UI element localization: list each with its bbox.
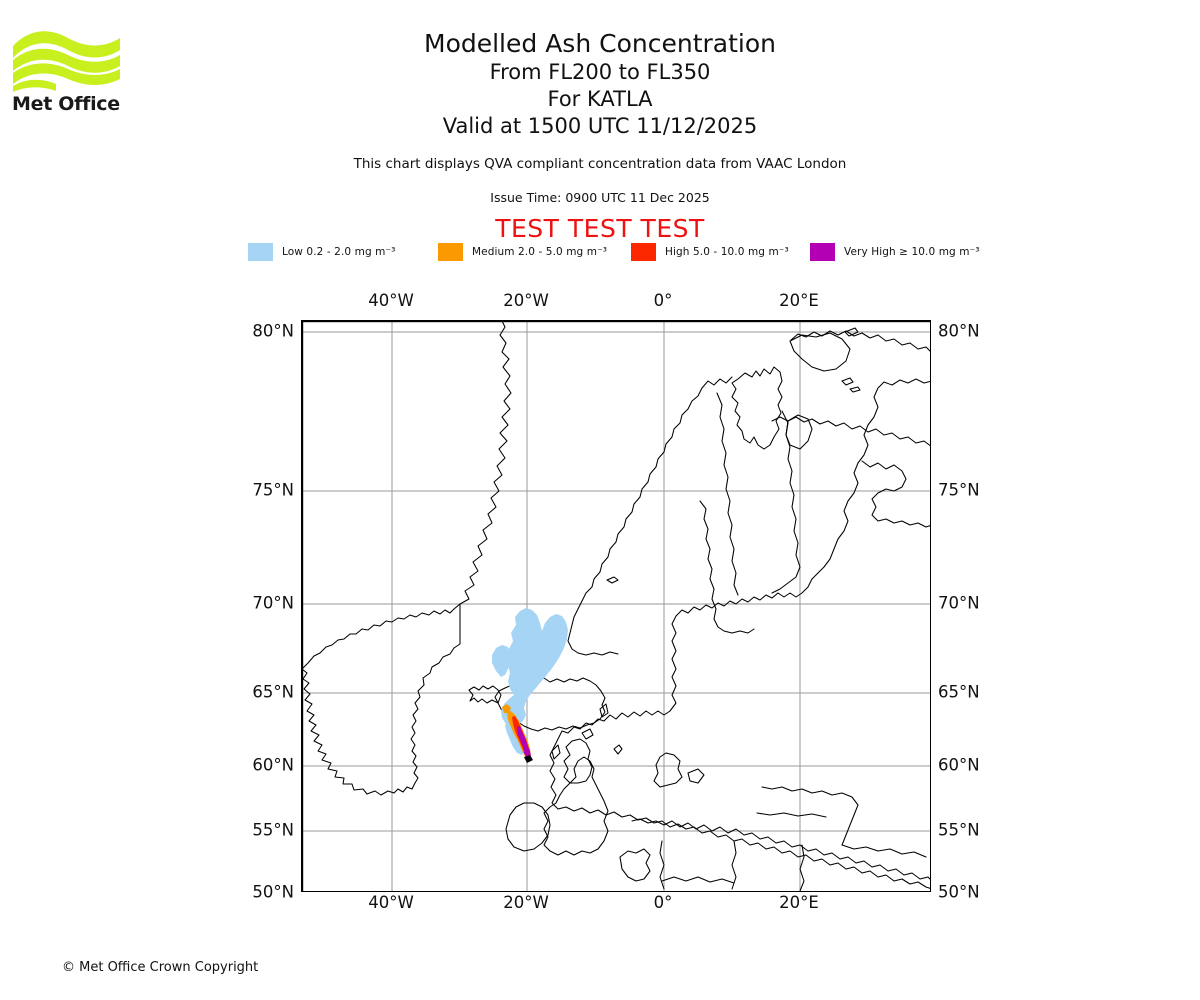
ash-very-high-core bbox=[523, 744, 531, 759]
border-finland-sweden bbox=[716, 392, 739, 596]
lat-tick-right-75N: 75°N bbox=[938, 480, 980, 500]
lat-tick-left-55N: 55°N bbox=[252, 820, 294, 840]
legend-swatch-medium bbox=[438, 242, 463, 261]
coastline-svalbard-nordaustlandet bbox=[789, 332, 851, 372]
coastline-netherlands-belgium bbox=[619, 848, 651, 882]
chart-note: This chart displays QVA compliant concen… bbox=[130, 155, 1070, 173]
border-baltic-states bbox=[761, 786, 859, 846]
legend-label-low: Low 0.2 - 2.0 mg m⁻³ bbox=[282, 245, 396, 258]
volcano-vent-marker bbox=[524, 755, 533, 763]
page-title: Modelled Ash Concentration bbox=[424, 29, 776, 58]
legend-item-medium: Medium 2.0 - 5.0 mg m⁻³ bbox=[438, 241, 607, 263]
legend-swatch-high bbox=[631, 242, 656, 261]
ash-low-tail bbox=[505, 719, 525, 755]
lat-tick-right-70N: 70°N bbox=[938, 593, 980, 613]
lon-tick-bottom-20W: 20°W bbox=[503, 893, 549, 912]
coastline-jan-mayen bbox=[606, 576, 619, 584]
concentration-legend: Low 0.2 - 2.0 mg m⁻³ Medium 2.0 - 5.0 mg… bbox=[248, 241, 988, 263]
met-office-logo: Met Office bbox=[12, 26, 122, 116]
border-poland-east bbox=[799, 844, 805, 891]
coastline-orkney bbox=[581, 728, 594, 740]
lon-tick-bottom-20E: 20°E bbox=[779, 893, 819, 912]
coastline-svalbard-kongsoya bbox=[841, 377, 854, 386]
border-germany-west bbox=[659, 840, 665, 890]
coastline-shetland bbox=[599, 703, 609, 718]
met-office-wave-mark bbox=[13, 31, 120, 92]
legend-label-high: High 5.0 - 10.0 mg m⁻³ bbox=[665, 245, 789, 258]
lat-tick-left-60N: 60°N bbox=[252, 755, 294, 775]
ash-low-region bbox=[501, 608, 568, 727]
coastline-europe-north bbox=[631, 818, 930, 880]
lon-tick-top-20W: 20°W bbox=[503, 291, 549, 310]
ash-low-west-lobe bbox=[492, 645, 511, 677]
test-banner: TEST TEST TEST bbox=[495, 214, 705, 243]
lat-tick-left-50N: 50°N bbox=[252, 882, 294, 902]
map-canvas bbox=[302, 321, 930, 891]
border-baltic-lat-lit bbox=[756, 812, 827, 818]
border-finland-russia bbox=[771, 410, 801, 594]
border-germany-poland bbox=[731, 840, 737, 890]
coastline-norway-fjords bbox=[567, 376, 733, 656]
map-border bbox=[302, 321, 930, 891]
coastline-kola-white-sea bbox=[861, 460, 930, 528]
legend-item-very-high: Very High ≥ 10.0 mg m⁻³ bbox=[810, 241, 980, 263]
border-czech-austria bbox=[661, 876, 735, 884]
coastline-greenland-southwest bbox=[302, 603, 461, 796]
legend-swatch-low bbox=[248, 242, 273, 261]
border-belarus-ukraine bbox=[841, 844, 927, 858]
issue-time: Issue Time: 0900 UTC 11 Dec 2025 bbox=[490, 190, 710, 205]
lat-tick-right-80N: 80°N bbox=[938, 321, 980, 341]
coastlines bbox=[302, 321, 930, 891]
qva-note-text: This chart displays QVA compliant concen… bbox=[353, 156, 847, 172]
lon-tick-bottom-40W: 40°W bbox=[368, 893, 414, 912]
legend-item-low: Low 0.2 - 2.0 mg m⁻³ bbox=[248, 241, 395, 263]
lat-tick-left-75N: 75°N bbox=[252, 480, 294, 500]
ash-plume bbox=[492, 608, 568, 763]
subtitle-volcano: For KATLA bbox=[547, 87, 653, 111]
lat-tick-right-65N: 65°N bbox=[938, 682, 980, 702]
coastline-great-britain bbox=[543, 756, 609, 856]
legend-item-high: High 5.0 - 10.0 mg m⁻³ bbox=[631, 241, 789, 263]
lon-tick-top-20E: 20°E bbox=[779, 291, 819, 310]
coastline-iceland-westfjords bbox=[468, 685, 502, 704]
coastline-scotland-north bbox=[563, 738, 593, 784]
lat-tick-left-70N: 70°N bbox=[252, 593, 294, 613]
coastline-svalbard-spitsbergen bbox=[731, 366, 783, 450]
coastline-gulf-of-bothnia bbox=[699, 500, 755, 634]
ash-concentration-map[interactable] bbox=[301, 320, 931, 892]
lat-tick-left-65N: 65°N bbox=[252, 682, 294, 702]
lon-tick-top-0: 0° bbox=[653, 291, 673, 310]
logo-wordmark: Met Office bbox=[12, 93, 120, 115]
subtitle-valid-time: Valid at 1500 UTC 11/12/2025 bbox=[442, 114, 758, 138]
chart-title-block: Modelled Ash Concentration From FL200 to… bbox=[130, 28, 1070, 140]
coastline-greenland bbox=[302, 321, 512, 670]
ash-medium-upper bbox=[502, 704, 511, 713]
lat-tick-right-55N: 55°N bbox=[938, 820, 980, 840]
lat-tick-right-50N: 50°N bbox=[938, 882, 980, 902]
coastline-hebrides bbox=[551, 744, 561, 760]
map-gridlines bbox=[302, 321, 930, 891]
lat-tick-right-60N: 60°N bbox=[938, 755, 980, 775]
coastline-faroes bbox=[613, 744, 623, 755]
coastline-denmark bbox=[653, 752, 683, 788]
lon-tick-top-40W: 40°W bbox=[368, 291, 414, 310]
coastline-finland-russia bbox=[771, 416, 930, 447]
coastline-bear-island bbox=[844, 327, 859, 337]
coastline-ireland bbox=[505, 802, 551, 852]
coastline-denmark-zealand bbox=[687, 768, 705, 784]
subtitle-flight-levels: From FL200 to FL350 bbox=[489, 60, 711, 84]
copyright-notice: © Met Office Crown Copyright bbox=[62, 960, 259, 975]
coastline-norway-sweden bbox=[549, 330, 930, 889]
coastline-svalbard-hopen bbox=[849, 386, 861, 393]
legend-swatch-very-high bbox=[810, 242, 835, 261]
lat-tick-left-80N: 80°N bbox=[252, 321, 294, 341]
legend-label-very-high: Very High ≥ 10.0 mg m⁻³ bbox=[844, 245, 980, 258]
lon-tick-bottom-0: 0° bbox=[653, 893, 673, 912]
legend-label-medium: Medium 2.0 - 5.0 mg m⁻³ bbox=[472, 245, 608, 258]
